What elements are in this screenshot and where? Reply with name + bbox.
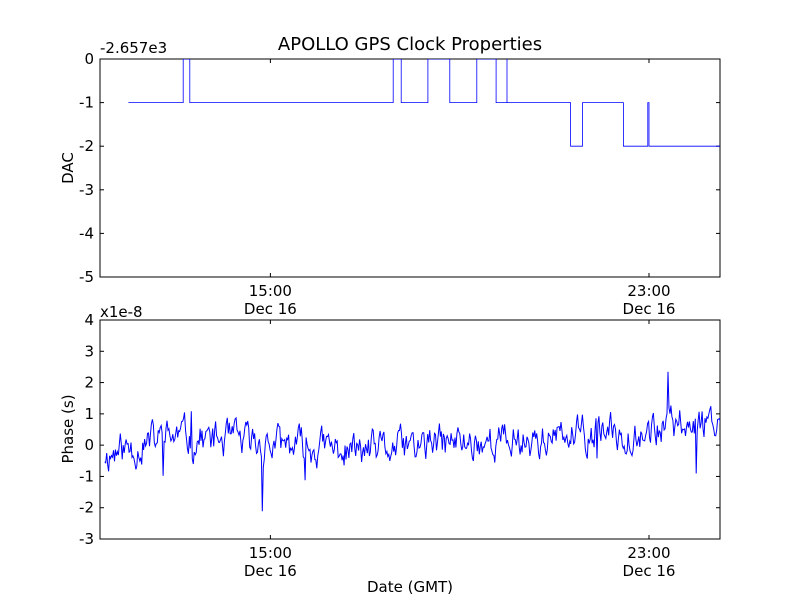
phase-x-axis-label: Date (GMT) [367,578,453,596]
phase-x-tick-time: 23:00 [627,544,670,562]
dac-y-axis-label: DAC [59,152,77,184]
phase-y-tick-label: 4 [84,311,94,329]
dac-x-tick-date: Dec 16 [623,300,676,318]
phase-y-tick-label: 1 [84,405,94,423]
dac-y-tick-label: 0 [84,50,94,68]
chart-title: APOLLO GPS Clock Properties [278,34,542,55]
phase-y-ticks: 4 3 2 1 0 -1 -2 -3 [79,311,720,548]
phase-x-tick-date: Dec 16 [244,562,297,580]
phase-x-tick-date: Dec 16 [623,562,676,580]
phase-series-line [104,371,720,512]
dac-offset-label: -2.657e3 [100,39,167,57]
dac-y-tick-label: -1 [79,94,94,112]
dac-y-tick-label: -2 [79,137,94,155]
dac-y-ticks: 0 -1 -2 -3 -4 -5 [79,50,720,286]
phase-offset-label: x1e-8 [100,303,143,321]
dac-x-tick-date: Dec 16 [244,300,297,318]
phase-y-tick-label: 2 [84,374,94,392]
phase-y-tick-label: 3 [84,342,94,360]
phase-plot-frame [99,319,721,540]
dac-x-tick-time: 23:00 [627,282,670,300]
phase-x-tick-time: 15:00 [249,544,292,562]
dac-y-tick-label: -5 [79,268,94,286]
dac-y-tick-label: -3 [79,181,94,199]
dac-y-tick-label: -4 [79,224,94,242]
phase-y-tick-label: 0 [84,436,94,454]
phase-y-tick-label: -2 [79,499,94,517]
phase-y-tick-label: -1 [79,467,94,485]
phase-y-tick-label: -3 [79,530,94,548]
dac-x-tick-time: 15:00 [249,282,292,300]
dac-plot-frame [99,58,721,278]
phase-series [104,371,720,512]
phase-y-axis-label: Phase (s) [59,394,77,463]
